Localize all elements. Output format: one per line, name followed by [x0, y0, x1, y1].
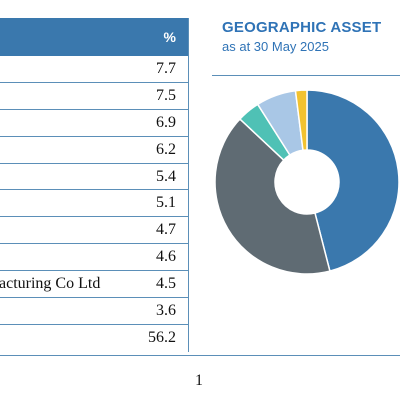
holding-weight: 6.9: [156, 113, 176, 131]
holding-weight: 5.1: [156, 194, 176, 212]
holding-weight: 4.6: [156, 248, 176, 266]
table-row: 6.9: [0, 110, 188, 137]
chart-subtitle: as at 30 May 2025: [222, 39, 329, 54]
holding-weight: 4.7: [156, 221, 176, 239]
table-row: 4.7: [0, 217, 188, 245]
table-row: 7.7: [0, 56, 188, 83]
footer-divider: [0, 355, 400, 356]
table-row: 3.6: [0, 298, 188, 325]
holding-weight: 5.4: [156, 167, 176, 185]
chart-title: GEOGRAPHIC ASSET: [222, 19, 382, 36]
table-row: 5.1: [0, 190, 188, 218]
holding-name: acturing Co Ltd: [0, 275, 101, 293]
holding-weight: 7.7: [156, 60, 176, 77]
holding-weight: 7.5: [156, 86, 176, 104]
table-header: %: [0, 18, 188, 56]
holding-weight: 4.5: [156, 275, 176, 293]
table-total-row: 56.2: [0, 325, 188, 352]
table-row: 6.2: [0, 137, 188, 164]
donut-slice-2: [214, 117, 331, 275]
title-divider: [212, 75, 400, 76]
table-row: 7.5: [0, 83, 188, 110]
holding-weight: 6.2: [156, 140, 176, 158]
table-row: acturing Co Ltd 4.5: [0, 271, 188, 299]
holding-weight: 3.6: [156, 302, 176, 320]
table-body: 7.7 7.5 6.9 6.2 5.4 5.1 4.7 4.6 acturing…: [0, 56, 188, 352]
donut-slice-5: [294, 89, 308, 152]
page-number: 1: [195, 372, 203, 389]
table-row: 5.4: [0, 164, 188, 191]
table-row: 4.6: [0, 244, 188, 272]
percent-column-header: %: [163, 29, 176, 45]
donut-slice-1: [306, 89, 400, 273]
total-weight: 56.2: [148, 328, 176, 346]
holdings-table: % 7.7 7.5 6.9 6.2 5.4 5.1 4.7 4.6 acturi…: [0, 18, 189, 352]
